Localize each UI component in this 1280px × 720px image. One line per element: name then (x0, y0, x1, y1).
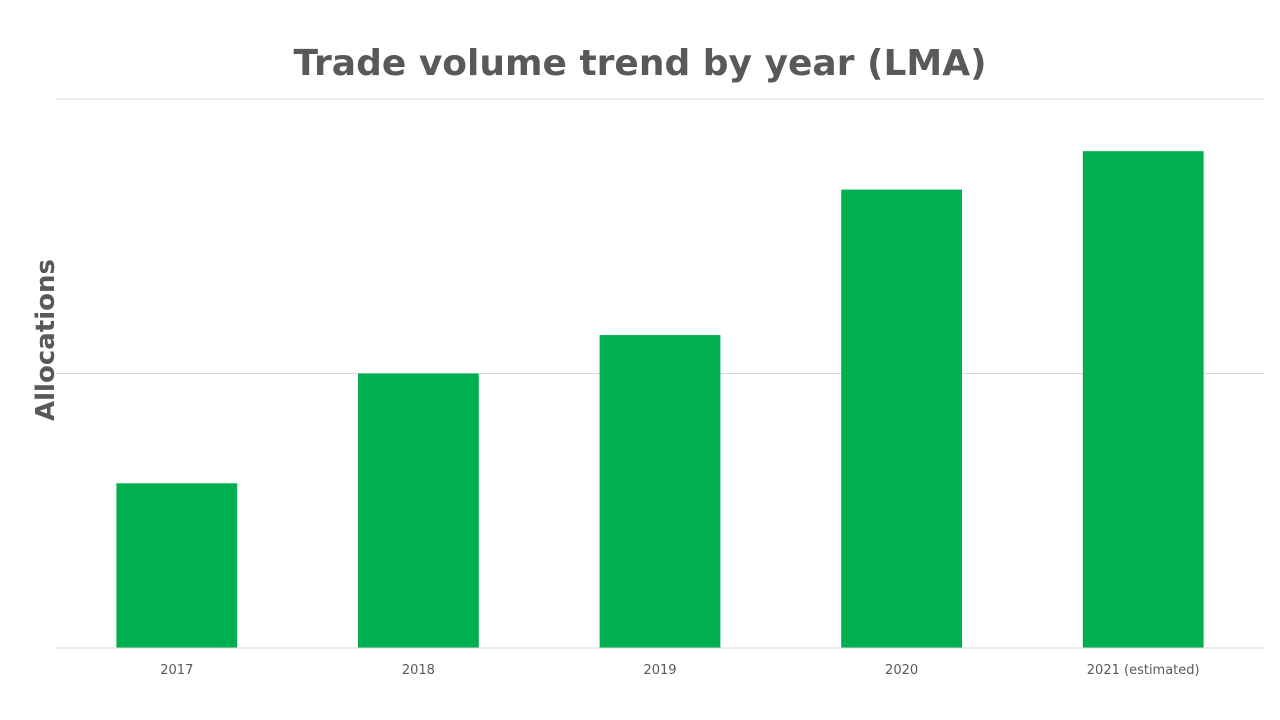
x-tick-label: 2021 (estimated) (1087, 663, 1200, 678)
bar-series (116, 151, 1204, 648)
bar-2020 (841, 189, 962, 648)
x-tick-label: 2017 (160, 663, 193, 678)
x-tick-label: 2020 (885, 663, 918, 678)
x-axis-tick-labels: 2017 2018 2019 2020 2021 (estimated) (160, 663, 1199, 678)
x-tick-label: 2019 (643, 663, 676, 678)
y-axis-title: Allocations (31, 259, 61, 421)
x-tick-label: 2018 (402, 663, 435, 678)
bar-2019 (599, 335, 721, 648)
bar-2018 (358, 373, 479, 648)
bar-2017 (116, 483, 238, 648)
bar-2021-estimated (1082, 151, 1204, 648)
chart-title: Trade volume trend by year (LMA) (293, 43, 986, 84)
